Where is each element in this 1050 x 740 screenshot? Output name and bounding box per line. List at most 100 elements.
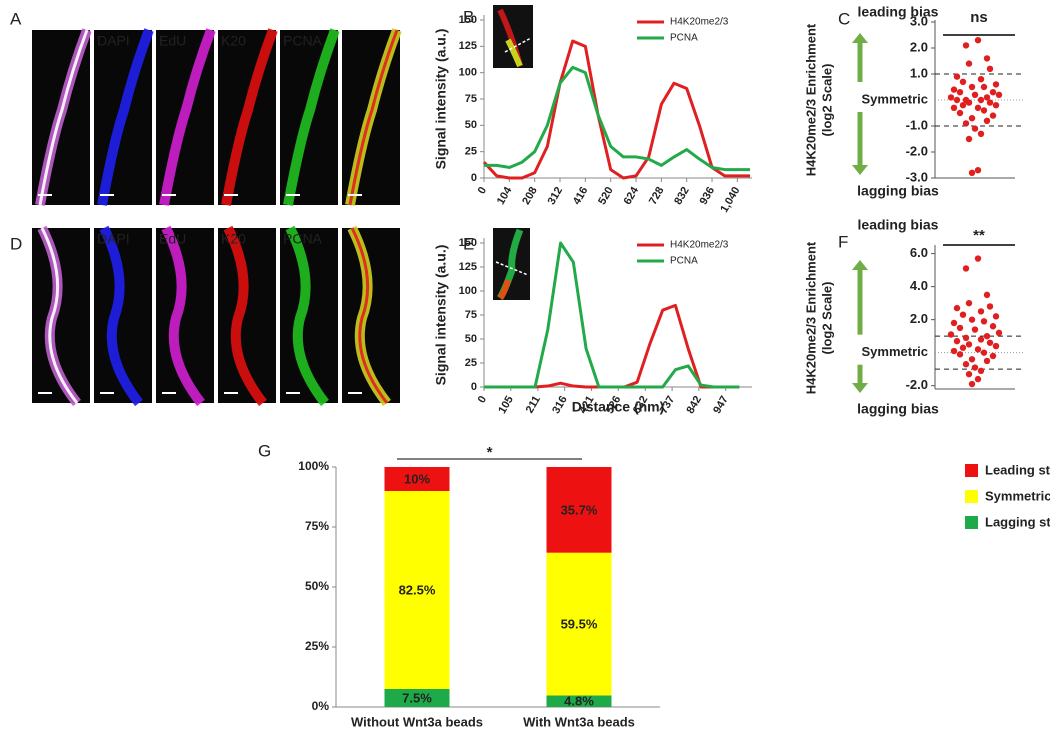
point	[992, 81, 1000, 88]
y-tick-label: 3.0	[910, 13, 928, 28]
y-tick-label: 150	[459, 237, 477, 249]
point	[968, 115, 976, 122]
signal	[97, 28, 154, 206]
significance: *	[487, 444, 493, 461]
point	[986, 303, 994, 310]
point	[959, 344, 967, 351]
x-tick-label: 211	[524, 394, 543, 415]
x-tick-label: 104	[495, 184, 515, 207]
value-label: 10%	[404, 471, 430, 486]
y-tick-label: 75	[465, 309, 477, 321]
point	[995, 329, 1003, 337]
point	[971, 125, 979, 132]
point	[959, 311, 967, 318]
y-tick-label: 125	[459, 40, 477, 52]
point	[956, 351, 964, 358]
y-tick-label: 100%	[298, 459, 329, 473]
legend-label: Leading strand enriched	[985, 462, 1050, 477]
signal	[285, 225, 329, 407]
x-tick-label: 947	[711, 394, 731, 416]
point	[950, 104, 958, 112]
point	[977, 336, 985, 343]
bar-segment	[384, 467, 450, 491]
point	[977, 96, 985, 104]
point	[965, 370, 973, 378]
point	[974, 167, 982, 174]
x-tick-label: 105	[496, 394, 516, 416]
legend-label: Lagging strand enriched	[985, 514, 1050, 529]
point	[968, 83, 976, 91]
value-label: 7.5%	[402, 690, 432, 705]
point	[971, 364, 979, 371]
x-tick-label: 208	[520, 185, 540, 207]
legend-label: H4K20me2/3	[670, 17, 729, 28]
y-tick-label: -3.0	[906, 169, 928, 184]
point	[947, 94, 955, 101]
point	[977, 130, 985, 137]
point	[965, 135, 973, 143]
point	[959, 102, 967, 109]
point	[968, 356, 976, 363]
value-label: 4.8%	[564, 694, 594, 709]
point	[971, 91, 979, 99]
point	[956, 109, 964, 117]
arrow-head	[852, 383, 868, 393]
y-tick-label: 2.0	[910, 311, 928, 326]
point	[974, 255, 982, 262]
y-tick-label: 1.0	[910, 65, 928, 80]
y-axis-label: H4K20me2/3 Enrichment	[803, 241, 818, 394]
y-tick-label: 50	[465, 333, 477, 345]
channel-label: EdU	[159, 231, 186, 247]
y-axis-label: (log2 Scale)	[819, 282, 834, 355]
point	[980, 318, 988, 325]
channel-label: EdU	[159, 33, 186, 49]
point	[992, 342, 1000, 350]
point	[989, 89, 997, 96]
inset-image	[493, 5, 533, 68]
point	[962, 120, 970, 127]
panel-letter: A	[10, 9, 22, 28]
significance: **	[973, 227, 985, 244]
y-tick-label: 2.0	[910, 39, 928, 54]
y-tick-label: 50%	[305, 579, 329, 593]
x-tick-label: 316	[550, 394, 570, 416]
point	[992, 313, 1000, 320]
point	[956, 89, 964, 96]
point	[965, 99, 973, 106]
legend-label: PCNA	[670, 33, 698, 44]
y-tick-label: 150	[459, 14, 477, 26]
point	[980, 83, 988, 91]
y-axis-label: Signal intensity (a.u.)	[433, 29, 449, 170]
bottom-label: lagging bias	[857, 401, 939, 417]
point	[995, 91, 1003, 99]
legend-label: PCNA	[670, 256, 698, 267]
x-tick-label: 842	[684, 394, 704, 416]
point	[953, 73, 961, 80]
x-tick-label: 728	[647, 185, 667, 207]
line-series	[484, 241, 740, 389]
y-tick-label: 25%	[305, 639, 329, 653]
arrow-head	[852, 260, 868, 270]
line-series	[484, 303, 740, 389]
y-axis-label: H4K20me2/3 Enrichment	[803, 23, 818, 176]
bar-segment	[546, 467, 612, 553]
point	[986, 339, 994, 346]
point	[986, 99, 994, 106]
value-label: 82.5%	[399, 582, 436, 597]
x-tick-label: 0	[476, 185, 489, 196]
point	[947, 331, 955, 338]
point	[983, 94, 991, 101]
y-tick-label: 25	[465, 146, 477, 158]
y-tick-label: 25	[465, 357, 477, 369]
arrow-head	[852, 165, 868, 175]
channel-label: PCNA	[283, 231, 323, 247]
point	[962, 361, 970, 368]
line-series	[482, 39, 751, 180]
x-tick-label: With Wnt3a beads	[523, 714, 635, 729]
point	[989, 352, 997, 360]
point	[962, 334, 970, 342]
point	[950, 319, 958, 327]
channel-label: DAPI	[97, 231, 130, 247]
inset-image	[493, 228, 530, 300]
